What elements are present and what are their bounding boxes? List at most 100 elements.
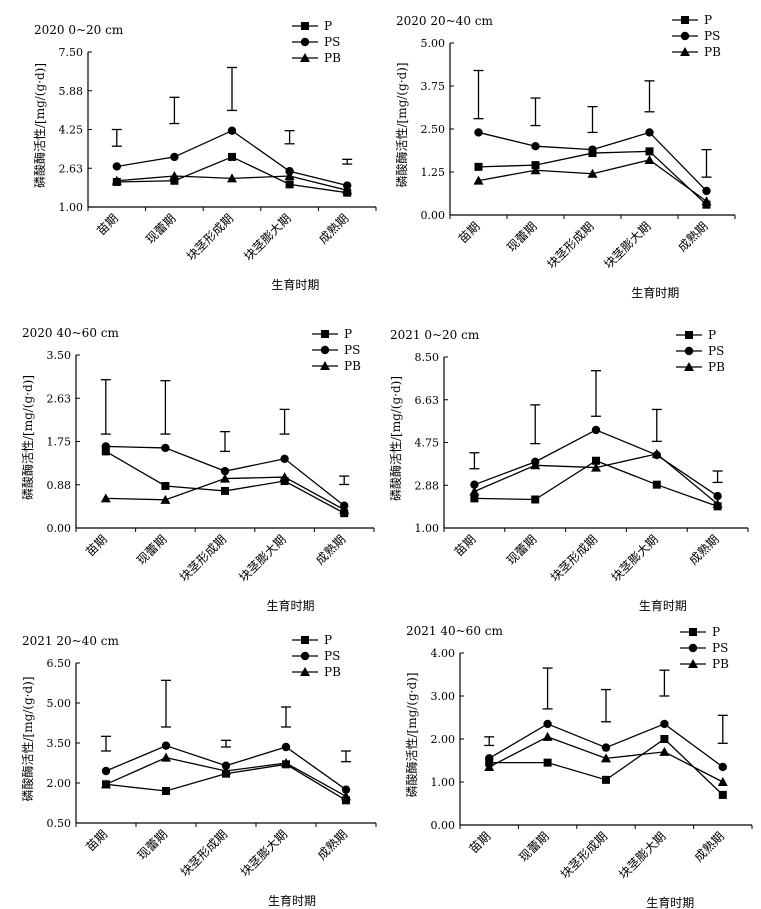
error-bar [701,148,712,178]
y-tick-label: 4.75 [415,437,440,450]
chart-title: 2020 0~20 cm [34,23,124,37]
category-label: 苗期 [83,532,110,559]
error-bar [659,669,670,697]
y-tick-label: 3.50 [47,737,72,750]
chart-panel-1: 2020 0~20 cm 1.00 2.63 4.25 5.88 7.50 苗期 现蕾期 块茎形… [32,19,377,292]
data-point-P [660,735,669,743]
data-point-P [470,494,479,503]
data-point-PB [591,462,601,472]
data-point-PB [221,766,231,775]
data-point-PS [220,466,230,476]
y-tick-label: 1.25 [421,166,446,179]
data-point-PS [474,128,483,137]
data-point-PS [161,443,170,453]
data-point-PB [651,448,662,458]
category-label: 现蕾期 [504,532,539,567]
y-axis-label: 磷酸酶活性/[mg/(g·d)] [20,676,35,801]
error-bar [717,714,728,744]
chart-title: 2021 40~60 cm [406,624,503,638]
data-point-PS [170,152,179,162]
legend-marker-PB [688,659,698,668]
data-point-P [531,161,540,170]
error-bar [169,96,180,125]
y-tick-label: 5.00 [421,37,446,50]
data-point-PB [161,752,171,762]
x-axis-label: 生育时期 [271,277,319,292]
x-axis-label: 生育时期 [646,895,694,909]
data-point-PS [281,742,291,752]
chart-title: 2021 20~40 cm [22,634,119,648]
legend: P PS PB [312,327,361,373]
data-point-PS [588,145,597,154]
legend-marker-P [681,16,689,24]
data-point-PS [280,454,289,463]
legend-label: P [324,633,332,647]
legend-label: P [344,327,352,341]
data-point-PS [221,761,231,770]
series-line-P [478,150,707,206]
legend-marker-P [301,22,309,30]
y-tick-label: 2.63 [59,162,84,175]
data-point-PB [101,779,111,789]
category-label: 成熟期 [312,532,348,568]
category-label: 成熟期 [691,829,727,865]
legend-marker-PS [680,31,690,41]
y-tick-label: 4.00 [431,647,456,660]
data-point-PS [341,785,351,794]
data-point-PS [713,491,722,501]
legend-label: PS [324,35,340,49]
error-bar [530,97,541,127]
data-point-PB [473,175,484,185]
category-label: 块茎膨大期 [241,211,293,263]
y-tick-label: 2.00 [47,777,72,790]
data-point-PS [112,162,122,171]
data-point-P [718,790,727,799]
error-bar [227,66,237,112]
legend-label: P [712,625,720,639]
error-bar [101,735,111,752]
legend-label: PS [344,343,360,357]
error-bar [469,452,480,470]
y-tick-label: 3.50 [47,349,72,362]
category-label: 现蕾期 [135,827,170,862]
data-point-PS [485,754,494,763]
data-point-PB [644,154,655,164]
category-label: 现蕾期 [134,532,169,567]
data-point-P [645,147,654,156]
data-point-PB [484,761,495,771]
legend-label: PS [704,29,720,43]
data-point-PB [530,165,541,175]
category-label: 苗期 [452,532,479,559]
error-bar [591,370,601,417]
data-point-PS [470,480,479,489]
legend-label: PB [324,51,341,65]
error-bar [284,130,295,145]
data-point-PS [718,762,727,772]
data-point-PS [591,425,601,435]
category-label: 块茎膨大期 [601,219,653,271]
data-point-P [543,758,552,767]
y-axis-label: 磷酸酶活性/[mg/(g·d)] [388,376,403,501]
x-axis-label: 生育时期 [639,598,687,613]
error-bar [484,736,495,747]
legend: P PS PB [676,328,725,374]
category-label: 块茎形成期 [178,827,230,879]
x-axis-label: 生育时期 [268,893,316,908]
y-tick-label: 5.88 [59,85,84,98]
data-point-PS [601,743,611,752]
error-bar [644,80,655,113]
legend-marker-PS [300,651,310,661]
error-bar [530,404,541,445]
y-tick-label: 1.00 [431,776,456,789]
y-tick-label: 3.00 [431,690,456,703]
category-label: 现蕾期 [504,219,539,254]
data-point-P [474,162,483,171]
data-point-PB [284,171,295,180]
series-line-PS [478,131,707,192]
data-point-PB [342,185,353,195]
y-tick-label: 1.00 [59,201,84,214]
category-label: 块茎形成期 [558,829,610,881]
error-bar [712,470,723,484]
data-point-PB [717,777,728,786]
